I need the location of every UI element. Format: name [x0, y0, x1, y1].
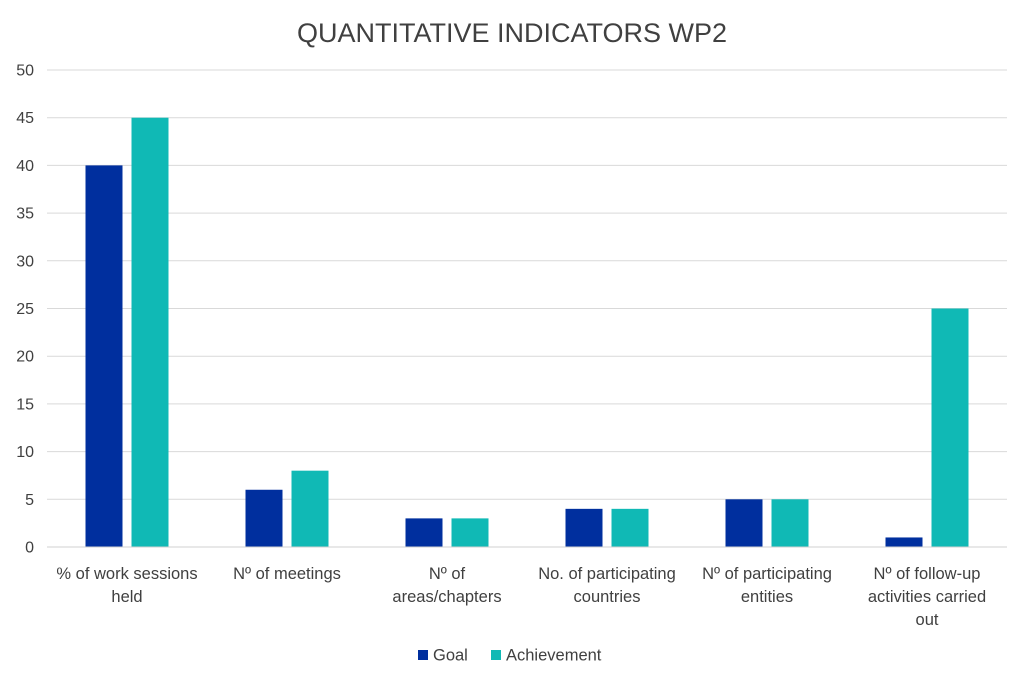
- y-tick-label: 45: [16, 110, 34, 127]
- legend-label-achievement: Achievement: [506, 647, 602, 665]
- bar-goal-2: [405, 518, 443, 547]
- x-category-label: % of work sessions held: [56, 565, 197, 606]
- bar-goal-3: [565, 508, 603, 547]
- bar-achievement-0: [131, 117, 169, 547]
- bar-achievement-4: [771, 499, 809, 547]
- x-category-label: Nº of meetings: [233, 565, 341, 583]
- bar-achievement-3: [611, 508, 649, 547]
- x-category-label: Nº of follow-up activities carried out: [868, 565, 986, 629]
- bar-goal-0: [85, 165, 123, 547]
- y-tick-label: 25: [16, 301, 34, 318]
- y-axis-ticks: 0 5 10 15 20 25 30 35 40 45 50: [16, 63, 34, 557]
- y-tick-label: 35: [16, 206, 34, 223]
- x-category-label: Nº of participating entities: [702, 565, 832, 606]
- x-axis-categories: % of work sessions held Nº of meetings Nº o…: [56, 565, 986, 629]
- y-tick-label: 10: [16, 444, 34, 461]
- y-tick-label: 50: [16, 63, 34, 80]
- bar-goal-1: [245, 489, 283, 547]
- y-tick-label: 0: [25, 540, 34, 557]
- legend-label-goal: Goal: [433, 647, 468, 665]
- chart-title: QUANTITATIVE INDICATORS WP2: [297, 18, 727, 48]
- legend-swatch-achievement: [491, 650, 501, 660]
- y-tick-label: 15: [16, 396, 34, 413]
- y-tick-label: 5: [25, 492, 34, 509]
- y-tick-label: 30: [16, 253, 34, 270]
- gridlines: [47, 69, 1007, 500]
- legend-swatch-goal: [418, 650, 428, 660]
- y-tick-label: 20: [16, 349, 34, 366]
- x-category-label: Nº of areas/chapters: [392, 565, 501, 606]
- x-category-label: No. of participating countries: [538, 565, 676, 606]
- bar-achievement-1: [291, 470, 329, 547]
- y-tick-label: 40: [16, 158, 34, 175]
- legend: Goal Achievement: [418, 647, 602, 665]
- bar-achievement-5: [931, 308, 969, 547]
- bar-goal-5: [885, 537, 923, 547]
- bar-goal-4: [725, 499, 763, 547]
- bar-achievement-2: [451, 518, 489, 547]
- bars: [85, 117, 969, 547]
